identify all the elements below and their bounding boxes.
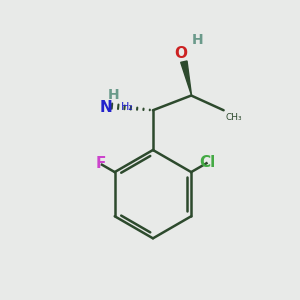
- Text: N: N: [100, 100, 113, 115]
- Polygon shape: [181, 61, 191, 95]
- Text: H: H: [191, 33, 203, 46]
- Text: H₂: H₂: [121, 102, 134, 112]
- Text: F: F: [95, 157, 106, 172]
- Text: Cl: Cl: [200, 155, 216, 170]
- Text: H: H: [107, 88, 119, 102]
- Text: O: O: [174, 46, 187, 61]
- Text: CH₃: CH₃: [225, 112, 242, 122]
